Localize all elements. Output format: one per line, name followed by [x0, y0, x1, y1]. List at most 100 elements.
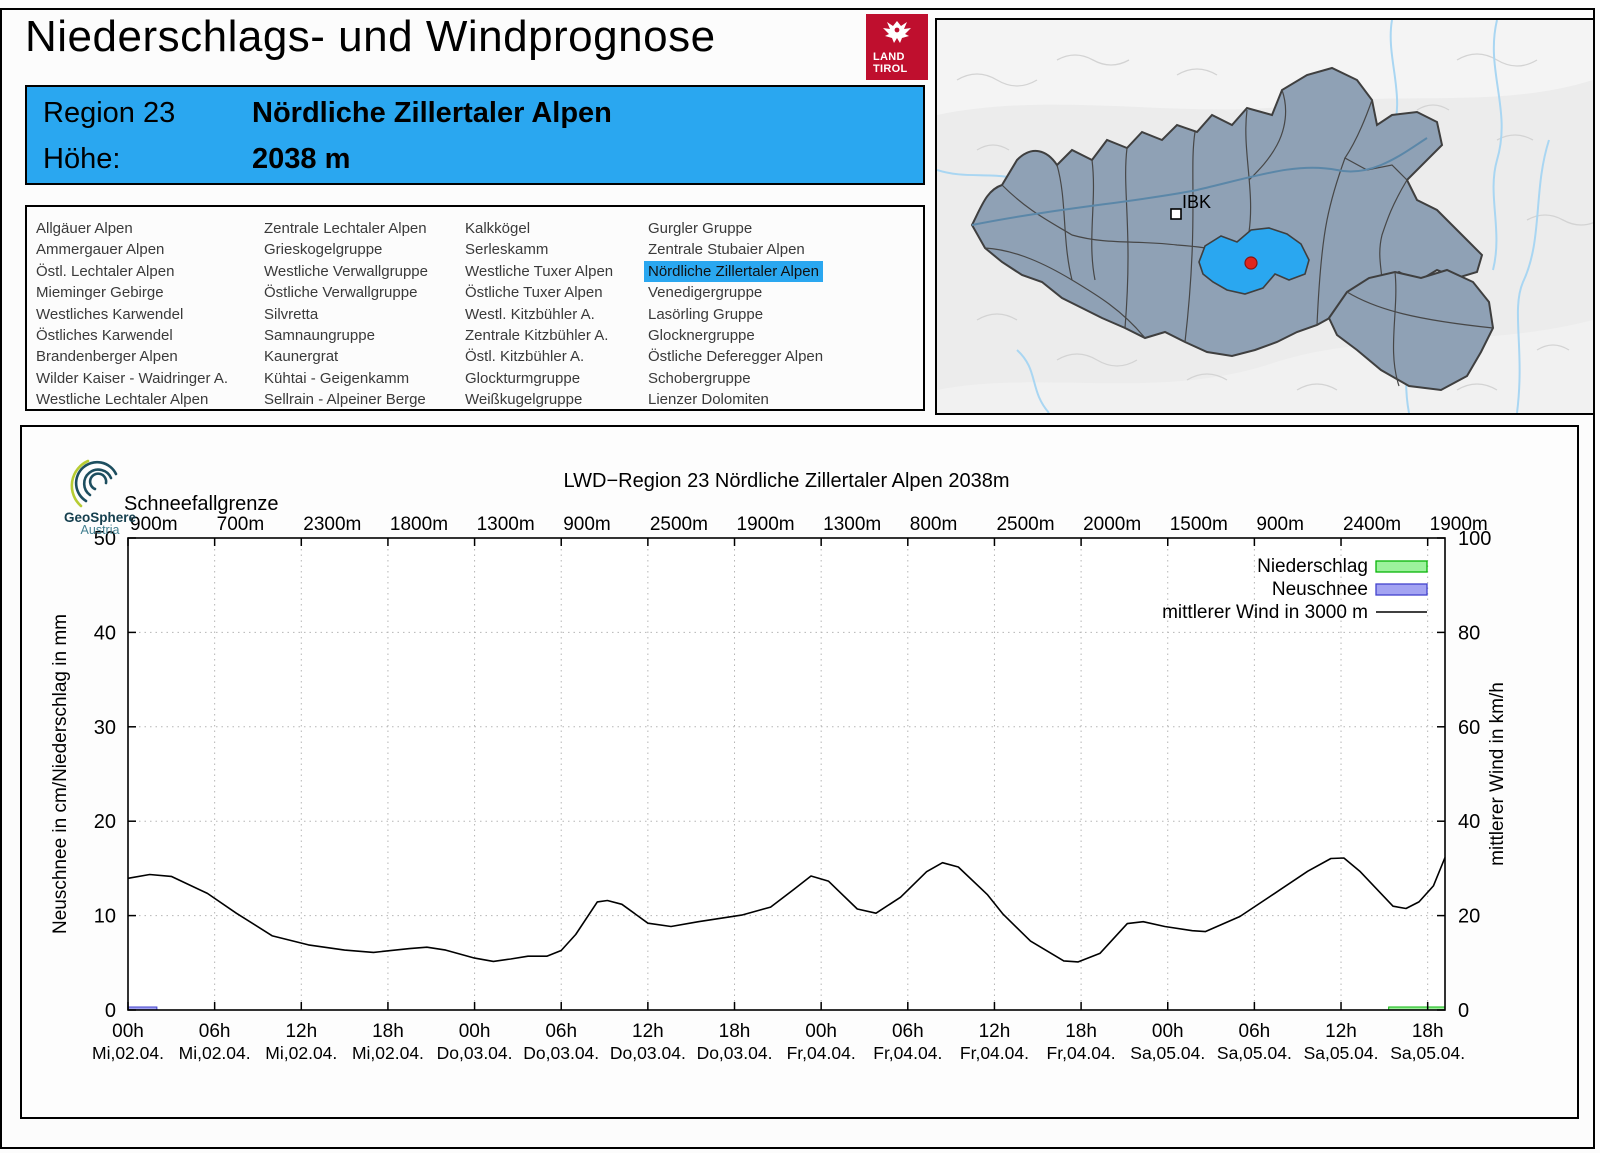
altitude-label: Höhe:	[43, 143, 121, 175]
snowline-value: 1300m	[823, 514, 881, 535]
region-list-item[interactable]: Grieskogelgruppe	[264, 241, 383, 259]
snowline-value: 2500m	[996, 514, 1054, 535]
region-column-2: Kalkkögel Serleskamm Westliche Tuxer Alpen…	[465, 218, 613, 411]
region-list-item[interactable]: Zentrale Stubaier Alpen	[648, 241, 805, 259]
snowline-value: 900m	[1256, 514, 1304, 535]
map-region-marker	[1244, 256, 1258, 270]
region-list-item[interactable]: Westl. Kitzbühler A.	[465, 305, 595, 323]
legend-swatch-box	[1375, 583, 1428, 596]
snowline-label: Schneefallgrenze	[124, 493, 279, 515]
region-list-item[interactable]: Lasörling Gruppe	[648, 305, 764, 323]
xtick-date-label: Do,03.04.	[437, 1043, 513, 1063]
snowline-value: 1900m	[737, 514, 795, 535]
map-regions	[970, 66, 1495, 392]
region-list-item[interactable]: Zentrale Kitzbühler A.	[465, 327, 609, 345]
ytick-left-label: 0	[105, 1000, 116, 1022]
snowline-value: 2300m	[303, 514, 361, 535]
region-list-item[interactable]: Wilder Kaiser - Waidringer A.	[36, 369, 228, 387]
region-name: Nördliche Zillertaler Alpen	[252, 97, 612, 129]
xtick-time-label: 00h	[805, 1021, 837, 1042]
region-list-item[interactable]: Westliche Lechtaler Alpen	[36, 391, 209, 409]
region-list-item[interactable]: Kaunergrat	[264, 348, 339, 366]
region-list-item[interactable]: Sellrain - Alpeiner Berge	[264, 391, 426, 409]
ytick-right-label: 100	[1458, 528, 1491, 550]
forecast-chart: 0102030405002040608010000hMi,02.04.06hMi…	[20, 425, 1579, 1119]
tirol-logo-text: LAND TIROL	[873, 51, 908, 75]
xtick-time-label: 06h	[1239, 1021, 1271, 1042]
region-list-item[interactable]: Östliche Verwallgruppe	[264, 284, 418, 302]
region-list-item[interactable]: Östliche Deferegger Alpen	[648, 348, 824, 366]
xtick-time-label: 00h	[459, 1021, 491, 1042]
xtick-time-label: 18h	[719, 1021, 751, 1042]
snowline-value: 900m	[563, 514, 611, 535]
geosphere-logo: GeoSphere Austria	[64, 459, 136, 535]
ytick-left-label: 10	[94, 906, 116, 928]
region-list: Allgäuer Alpen Ammergauer Alpen Östl. Lech…	[25, 205, 925, 411]
y-axis-left-title: Neuschnee in cm/Niederschlag in mm	[50, 614, 71, 934]
region-list-item[interactable]: Östliches Karwendel	[36, 327, 173, 345]
region-list-item[interactable]: Zentrale Lechtaler Alpen	[264, 220, 427, 237]
xtick-date-label: Fr,04.04.	[787, 1043, 856, 1063]
region-list-item[interactable]: Schobergruppe	[648, 369, 751, 387]
geosphere-line2: Austria	[81, 523, 120, 535]
xtick-time-label: 06h	[199, 1021, 231, 1042]
region-list-item[interactable]: Glocknergruppe	[648, 327, 755, 345]
xtick-time-label: 18h	[1412, 1021, 1444, 1042]
xtick-date-label: Mi,02.04.	[92, 1043, 164, 1063]
region-list-item[interactable]: Brandenberger Alpen	[36, 348, 178, 366]
region-column-0: Allgäuer Alpen Ammergauer Alpen Östl. Lech…	[36, 218, 228, 411]
region-list-item[interactable]: Kalkkögel	[465, 220, 531, 237]
legend-label: Neuschnee	[1272, 579, 1368, 600]
tirol-logo-line1: LAND	[873, 51, 905, 63]
legend-label: Niederschlag	[1257, 556, 1368, 577]
legend-label: mittlerer Wind in 3000 m	[1162, 602, 1368, 623]
region-info-box: Region 23 Nördliche Zillertaler Alpen Höh…	[25, 85, 925, 185]
region-list-item[interactable]: Gurgler Gruppe	[648, 220, 753, 237]
snowline-value: 2000m	[1083, 514, 1141, 535]
snowline-value: 800m	[910, 514, 958, 535]
map-city-marker	[1170, 208, 1182, 220]
region-list-item[interactable]: Östl. Lechtaler Alpen	[36, 262, 175, 280]
region-list-item[interactable]: Mieminger Gebirge	[36, 284, 164, 302]
xtick-date-label: Do,03.04.	[610, 1043, 686, 1063]
region-list-item[interactable]: Westliche Tuxer Alpen	[465, 262, 614, 280]
region-list-item[interactable]: Samnaungruppe	[264, 327, 375, 345]
region-list-item[interactable]: Silvretta	[264, 305, 319, 323]
region-list-item[interactable]: Westliche Verwallgruppe	[264, 262, 428, 280]
region-list-item[interactable]: Venedigergruppe	[648, 284, 763, 302]
snowline-value: 900m	[130, 514, 178, 535]
region-list-item[interactable]: Ammergauer Alpen	[36, 241, 165, 259]
chart-title: LWD−Region 23 Nördliche Zillertaler Alpe…	[564, 470, 1010, 492]
altitude-value: 2038 m	[252, 143, 351, 175]
xtick-date-label: Sa,05.04.	[1130, 1043, 1205, 1063]
region-list-item[interactable]: Östl. Kitzbühler A.	[465, 348, 585, 366]
region-list-item[interactable]: Allgäuer Alpen	[36, 220, 133, 237]
snowline-value: 2500m	[650, 514, 708, 535]
tirol-logo-line2: TIROL	[873, 63, 908, 75]
snowline-value: 1800m	[390, 514, 448, 535]
snowline-value: 1300m	[477, 514, 535, 535]
region-list-item[interactable]: Serleskamm	[465, 241, 549, 259]
xtick-time-label: 18h	[372, 1021, 404, 1042]
ytick-left-label: 30	[94, 717, 116, 739]
region-list-item[interactable]: Lienzer Dolomiten	[648, 391, 769, 409]
region-list-item[interactable]: Glockturmgruppe	[465, 369, 581, 387]
terrain-texture	[956, 53, 1600, 391]
page-title: Niederschlags- und Windprognose	[25, 12, 716, 61]
ytick-right-label: 0	[1458, 1000, 1469, 1022]
xtick-date-label: Fr,04.04.	[873, 1043, 942, 1063]
plot-border	[127, 537, 1446, 1011]
xtick-time-label: 06h	[545, 1021, 577, 1042]
ytick-left-label: 50	[94, 528, 116, 550]
region-list-item[interactable]: Östliche Tuxer Alpen	[465, 284, 603, 302]
xtick-time-label: 12h	[1325, 1021, 1357, 1042]
xtick-date-label: Mi,02.04.	[179, 1043, 251, 1063]
region-list-item[interactable]: Kühtai - Geigenkamm	[264, 369, 410, 387]
region-list-item-selected[interactable]: Nördliche Zillertaler Alpen	[644, 260, 823, 283]
land-tirol-logo: LAND TIROL	[866, 14, 928, 80]
xtick-date-label: Fr,04.04.	[960, 1043, 1029, 1063]
region-list-item[interactable]: Weißkugelgruppe	[465, 391, 583, 409]
xtick-date-label: Sa,05.04.	[1390, 1043, 1465, 1063]
region-list-item[interactable]: Westliches Karwendel	[36, 305, 184, 323]
